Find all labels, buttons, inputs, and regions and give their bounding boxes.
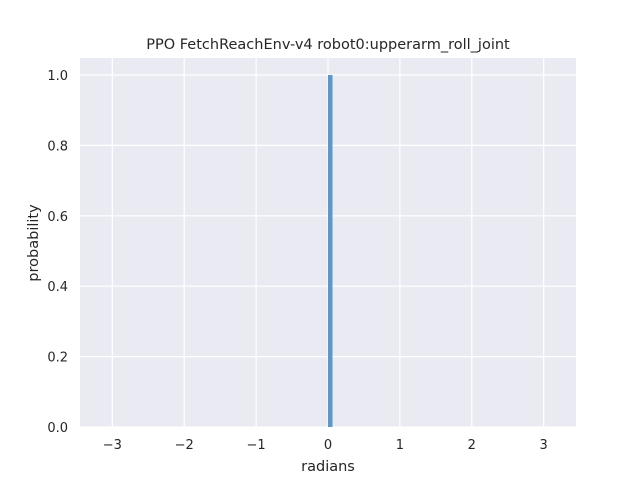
y-tick-label: 0.2 xyxy=(47,351,68,366)
x-tick-label: 2 xyxy=(468,438,476,453)
y-tick-label: 0.6 xyxy=(47,210,68,225)
y-tick-labels: 0.0 0.2 0.4 0.6 0.8 1.0 xyxy=(47,69,68,436)
histogram-bar xyxy=(328,75,333,427)
x-tick-label: −2 xyxy=(175,438,194,453)
y-tick-label: 0.4 xyxy=(47,280,68,295)
x-tick-label: 0 xyxy=(324,438,332,453)
y-tick-label: 0.8 xyxy=(47,139,68,154)
x-axis-label: radians xyxy=(301,459,355,475)
x-tick-label: 1 xyxy=(396,438,404,453)
x-tick-label: −1 xyxy=(247,438,266,453)
x-tick-label: −3 xyxy=(103,438,122,453)
histogram-bars xyxy=(328,75,333,427)
y-axis-label: probability xyxy=(26,204,42,282)
x-tick-label: 3 xyxy=(540,438,548,453)
x-tick-labels: −3 −2 −1 0 1 2 3 xyxy=(103,438,548,453)
chart-title: PPO FetchReachEnv-v4 robot0:upperarm_rol… xyxy=(146,37,510,53)
y-tick-label: 0.0 xyxy=(47,421,68,436)
y-tick-label: 1.0 xyxy=(47,69,68,84)
